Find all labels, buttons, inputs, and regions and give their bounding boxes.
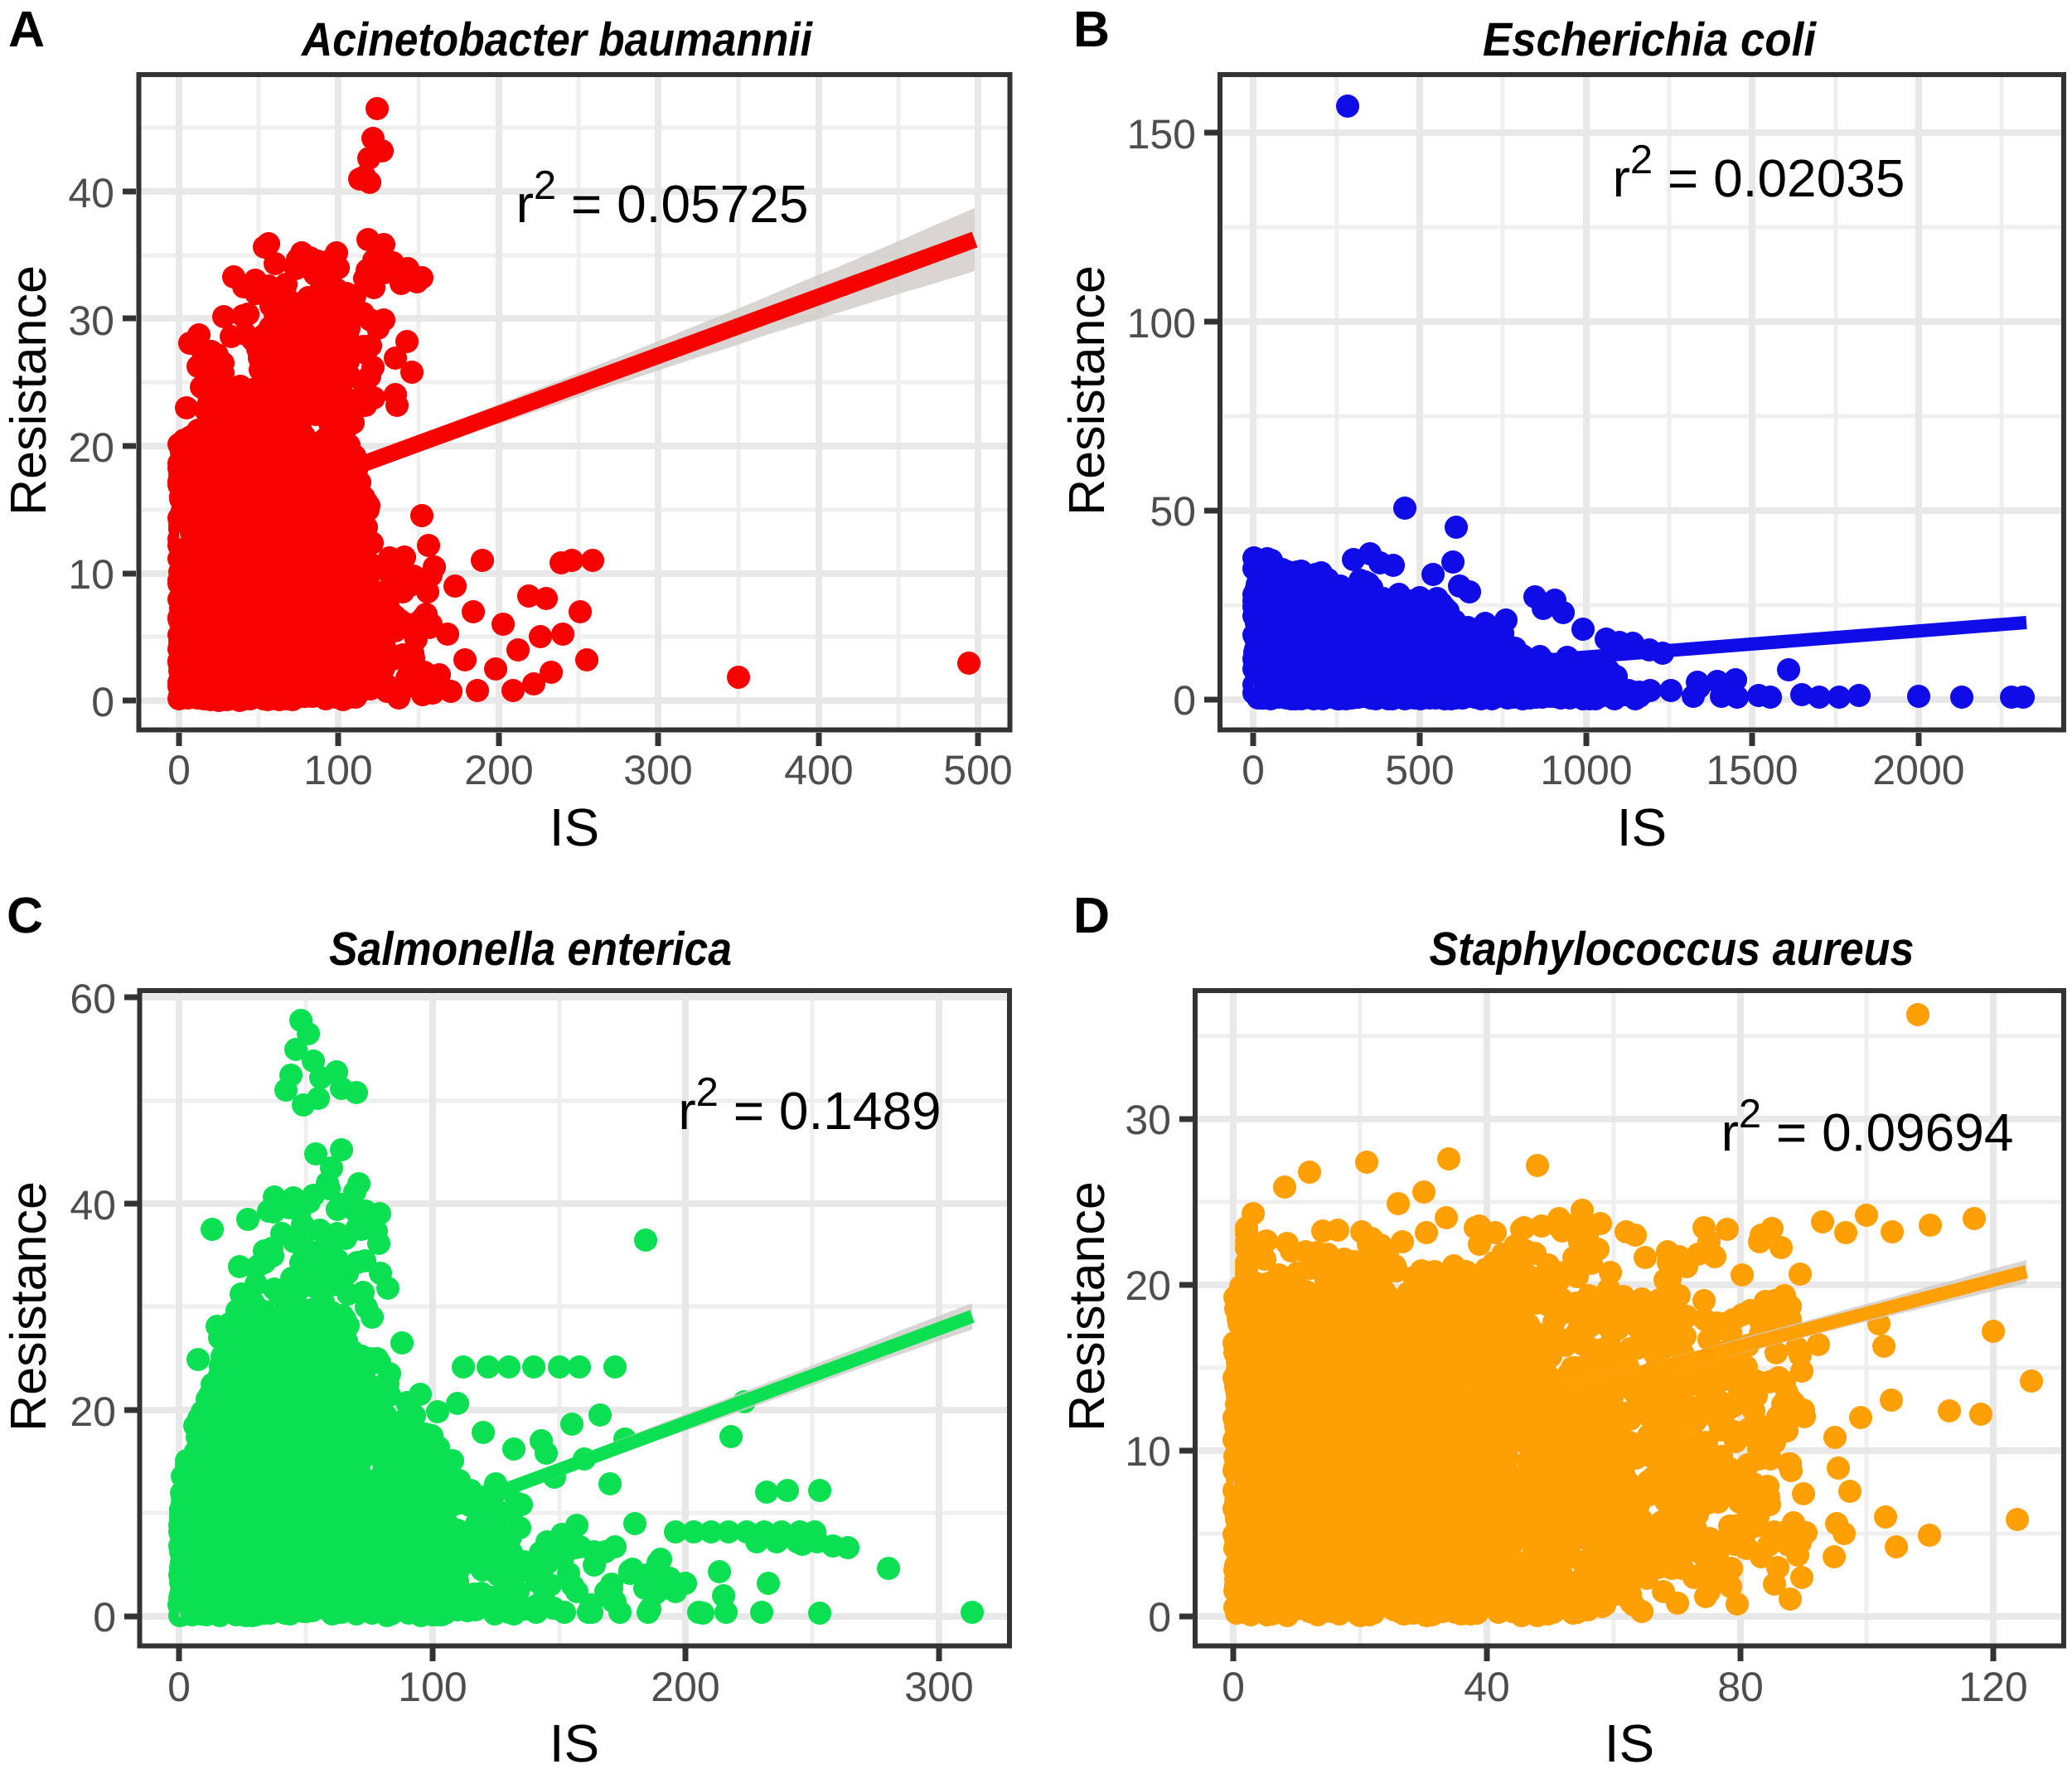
svg-text:40: 40 (70, 1182, 116, 1229)
svg-text:0: 0 (93, 1594, 116, 1641)
svg-text:10: 10 (1125, 1428, 1171, 1475)
svg-text:40: 40 (1464, 1664, 1510, 1710)
svg-text:r2 = 0.09694: r2 = 0.09694 (1721, 1092, 2014, 1162)
svg-text:40: 40 (68, 170, 114, 216)
svg-text:100: 100 (398, 1664, 467, 1710)
svg-text:30: 30 (1125, 1097, 1171, 1143)
svg-text:50: 50 (1150, 488, 1196, 535)
svg-text:Resistance: Resistance (0, 265, 56, 516)
svg-text:Escherichia coli: Escherichia coli (1483, 13, 1817, 66)
svg-text:30: 30 (68, 298, 114, 344)
svg-text:10: 10 (68, 551, 114, 598)
svg-text:Resistance: Resistance (1058, 265, 1115, 516)
svg-text:D: D (1073, 887, 1110, 943)
svg-text:A: A (8, 1, 45, 57)
svg-text:60: 60 (70, 976, 116, 1022)
svg-text:C: C (7, 887, 43, 943)
svg-text:IS: IS (1605, 1713, 1654, 1769)
svg-text:Staphylococcus aureus: Staphylococcus aureus (1430, 923, 1915, 976)
svg-text:Salmonella enterica: Salmonella enterica (329, 923, 732, 976)
svg-text:r2 = 0.02035: r2 = 0.02035 (1613, 138, 1905, 208)
svg-text:0: 0 (1148, 1594, 1171, 1641)
svg-text:200: 200 (464, 747, 533, 793)
svg-text:300: 300 (623, 747, 692, 793)
svg-text:150: 150 (1127, 111, 1196, 158)
svg-text:300: 300 (904, 1664, 973, 1710)
svg-text:20: 20 (70, 1389, 116, 1435)
svg-text:100: 100 (303, 747, 372, 793)
svg-text:Resistance: Resistance (0, 1181, 56, 1432)
svg-text:0: 0 (1173, 677, 1196, 724)
svg-text:0: 0 (91, 679, 114, 725)
svg-text:0: 0 (167, 1664, 191, 1710)
svg-text:IS: IS (549, 1713, 599, 1769)
svg-text:r2 = 0.05725: r2 = 0.05725 (516, 163, 809, 234)
svg-text:200: 200 (651, 1664, 719, 1710)
svg-text:1000: 1000 (1540, 747, 1632, 793)
svg-text:20: 20 (68, 424, 114, 471)
svg-text:r2 = 0.1489: r2 = 0.1489 (678, 1070, 941, 1141)
svg-text:B: B (1073, 1, 1110, 57)
svg-text:IS: IS (549, 797, 599, 857)
svg-text:80: 80 (1717, 1664, 1764, 1710)
svg-text:IS: IS (1617, 797, 1667, 857)
svg-text:Resistance: Resistance (1058, 1181, 1115, 1432)
svg-text:500: 500 (1385, 747, 1454, 793)
svg-text:2000: 2000 (1872, 747, 1964, 793)
svg-text:400: 400 (784, 747, 853, 793)
svg-text:0: 0 (167, 747, 191, 793)
svg-text:500: 500 (943, 747, 1012, 793)
svg-text:120: 120 (1958, 1664, 2027, 1710)
svg-text:100: 100 (1127, 300, 1196, 347)
svg-text:20: 20 (1125, 1263, 1171, 1309)
svg-text:1500: 1500 (1706, 747, 1798, 793)
svg-text:0: 0 (1242, 747, 1265, 793)
svg-text:Acinetobacter baumannii: Acinetobacter baumannii (300, 13, 813, 66)
svg-text:0: 0 (1222, 1664, 1245, 1710)
